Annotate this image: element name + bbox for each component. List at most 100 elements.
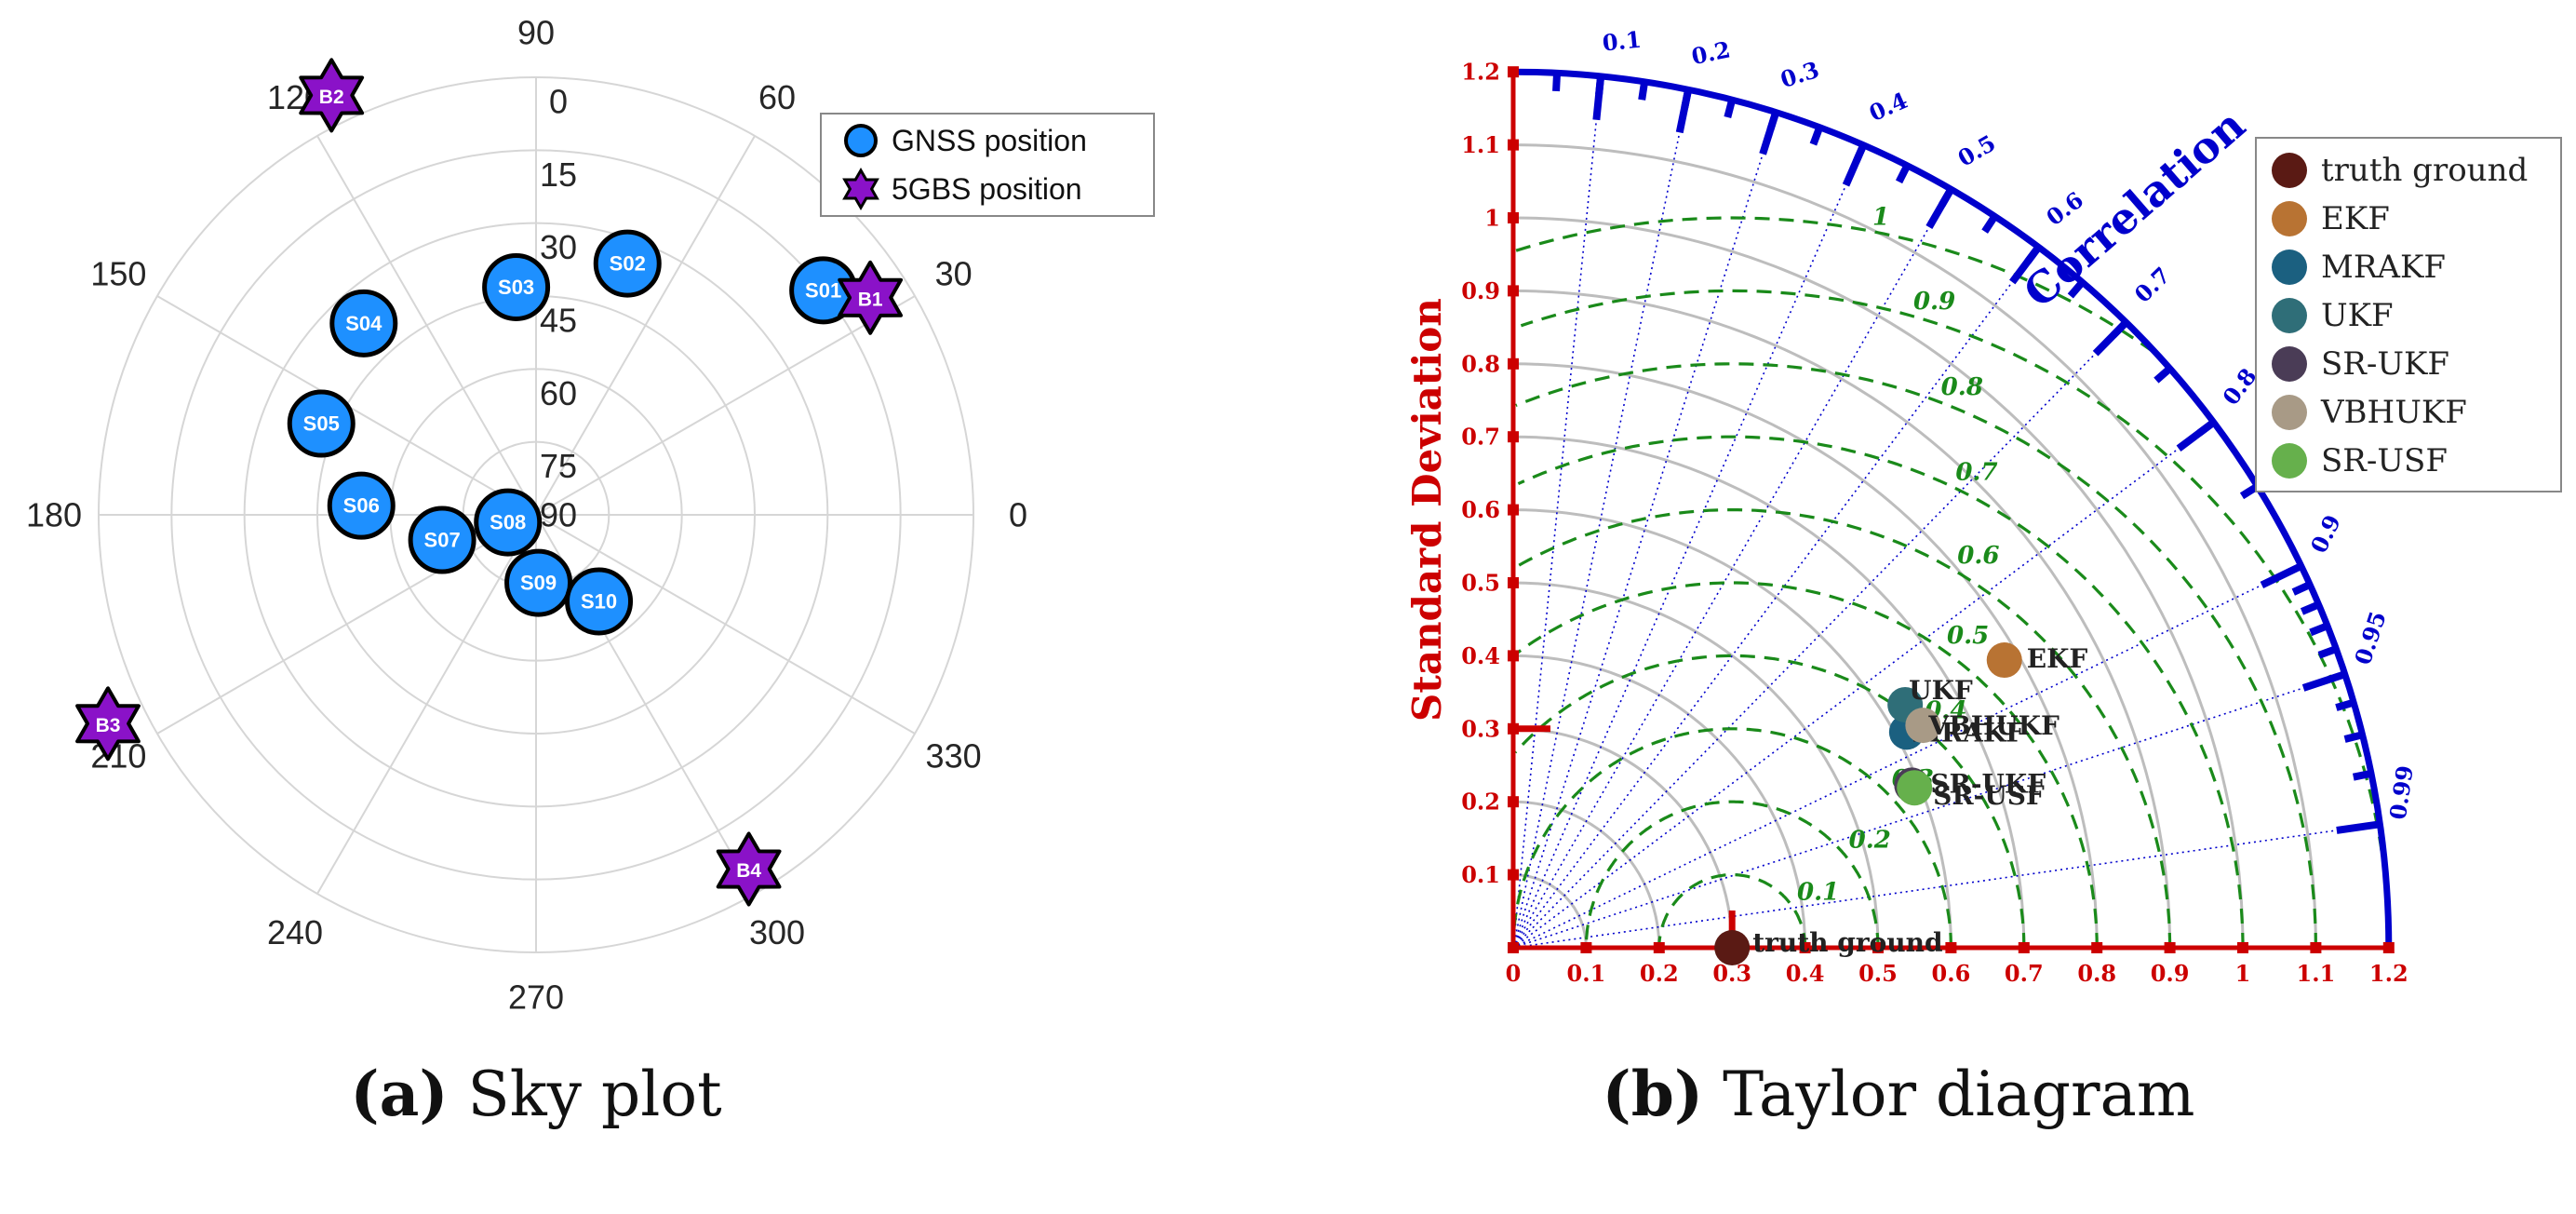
corr-minor-tick (2335, 698, 2355, 711)
std-tick-x (2018, 942, 2030, 953)
taylor-point-EKF (1986, 642, 2022, 679)
rmsd-label: 1 (1872, 203, 1889, 231)
taylor-point-label: EKF (2027, 643, 2088, 674)
sky-azimuth-label: 240 (267, 913, 323, 951)
std-tick-label-y: 1.2 (1461, 59, 1500, 86)
rmsd-contour-0.5 (1512, 581, 2099, 948)
std-axis-title: Standard Deviation (1404, 298, 1450, 722)
corr-tick-label: 0.4 (1865, 87, 1912, 127)
sky-legend: GNSS position 5GBS position (820, 113, 1155, 217)
corr-tick-label: 0.5 (1953, 129, 2001, 172)
std-tick-label-y: 0.3 (1461, 715, 1500, 742)
std-tick-label-x: 0.7 (2005, 960, 2044, 987)
sky-azimuth-label: 60 (758, 78, 796, 116)
corr-major-tick (2260, 562, 2303, 589)
corr-major-tick (1842, 143, 1867, 187)
rmsd-contour-0.7 (1517, 435, 2245, 948)
std-arc-0.5 (1512, 581, 1880, 949)
gnss-label: S01 (805, 278, 841, 302)
sky-legend-bs-marker (842, 168, 879, 210)
std-tick-label-x: 0.4 (1786, 960, 1825, 987)
taylor-legend-marker-EKF (2272, 201, 2307, 236)
taylor-point-label: SR-UKF (1930, 768, 2046, 799)
gnss-label: S06 (343, 494, 380, 518)
sky-spoke-120 (316, 135, 537, 516)
corr-tick-label: 0.1 (1602, 26, 1643, 57)
std-tick-y (1508, 212, 1519, 223)
sky-spoke-300 (535, 514, 756, 895)
std-tick-label-y: 0.1 (1461, 861, 1500, 888)
sky-spoke-330 (535, 514, 916, 735)
corr-minor-tick (1724, 99, 1737, 119)
bs-marker-B4 (716, 831, 782, 907)
sky-azimuth-label: 150 (90, 255, 146, 293)
corr-ray (1512, 144, 1865, 949)
taylor-legend: truth ground EKF MRAKF UKF SR-UKF VBHUKF SR-US… (2255, 137, 2562, 492)
rmsd-contour-0.9 (1520, 289, 2391, 949)
std-tick-x (2164, 942, 2176, 953)
rmsd-contour-0.3 (1511, 727, 1952, 948)
corr-minor-tick (2309, 622, 2329, 637)
gnss-marker-S03 (482, 252, 551, 321)
std-tick-label-x: 0.6 (1932, 960, 1971, 987)
gnss-marker-S09 (504, 548, 573, 617)
sky-elevation-label: 45 (540, 302, 577, 340)
corr-minor-tick (1809, 126, 1824, 146)
std-arc-0.3 (1512, 727, 1734, 949)
corr-major-tick (1925, 187, 1954, 229)
gnss-marker-S07 (408, 506, 476, 574)
corr-major-tick (2301, 670, 2347, 692)
std-tick-label-x: 0.1 (1567, 960, 1606, 987)
sky-plot: 0306090120150180210240270300330015304560… (26, 14, 1155, 1017)
corr-ray (1512, 673, 2346, 949)
bs-marker-B2 (299, 58, 365, 133)
sky-azimuth-label: 0 (1009, 496, 1027, 534)
sky-spoke-210 (156, 514, 537, 735)
std-tick-y (1508, 139, 1519, 151)
taylor-legend-marker-VBHUKF (2272, 395, 2307, 430)
std-tick-x (2237, 942, 2248, 953)
std-arc-0.7 (1512, 435, 2026, 949)
corr-minor-tick (2291, 581, 2312, 596)
gnss-marker-S10 (565, 567, 634, 636)
sky-elevation-label: 30 (540, 228, 577, 266)
corr-tick-label: 0.99 (2384, 763, 2419, 821)
corr-ray (1512, 565, 2302, 949)
std-tick-label-x: 1 (2235, 960, 2251, 987)
gnss-label: S08 (490, 511, 526, 534)
gnss-marker-S04 (329, 289, 398, 357)
sky-legend-gnss-marker (844, 124, 878, 157)
corr-ray (1512, 421, 2215, 949)
bs-label: B4 (736, 860, 761, 882)
sky-elevation-label: 75 (540, 447, 577, 485)
taylor-diagram: 0.1 0.2 0.3 0.4 0.5 0.6 0.7 0.8 0.9 1 0.1 0.2 0.3 0.4… (1404, 26, 2562, 987)
std-tick-label-y: 0.2 (1461, 789, 1500, 816)
sky-spoke-240 (316, 514, 537, 895)
taylor-legend-marker-SR-UKF (2272, 346, 2307, 382)
gnss-label: S02 (610, 252, 646, 276)
std-tick-label-y: 0.9 (1461, 277, 1500, 304)
std-tick-x (2382, 942, 2395, 953)
corr-ray (1512, 823, 2381, 949)
caption-a: (a) Sky plot (350, 1058, 721, 1130)
corr-ray (1512, 246, 2040, 949)
sky-azimuth-label: 330 (926, 737, 982, 776)
std-arc-1 (1512, 216, 2245, 949)
taylor-legend-label: VBHUKF (2320, 394, 2467, 431)
taylor-legend-label: truth ground (2321, 152, 2528, 189)
corr-tick-label: 0.2 (1689, 35, 1733, 70)
taylor-point-truth ground (1714, 930, 1751, 965)
corr-tick-label: 0.95 (2349, 608, 2392, 668)
std-tick-label-y: 0.7 (1461, 424, 1500, 451)
corr-minor-tick (1638, 81, 1649, 101)
corr-tick-label: 0.9 (2305, 510, 2346, 557)
taylor-legend-marker-MRAKF (2272, 250, 2307, 285)
bs-label: B2 (319, 87, 344, 108)
taylor-legend-marker-truth ground (2272, 153, 2307, 188)
corr-tick-label: 0.3 (1778, 56, 1823, 93)
corr-tick-label: 0.7 (2129, 262, 2176, 308)
rmsd-label: 0.9 (1913, 288, 1955, 316)
caption-b: (b) Taylor diagram (1603, 1058, 2195, 1130)
rmsd-contour-0.8 (1515, 362, 2317, 949)
